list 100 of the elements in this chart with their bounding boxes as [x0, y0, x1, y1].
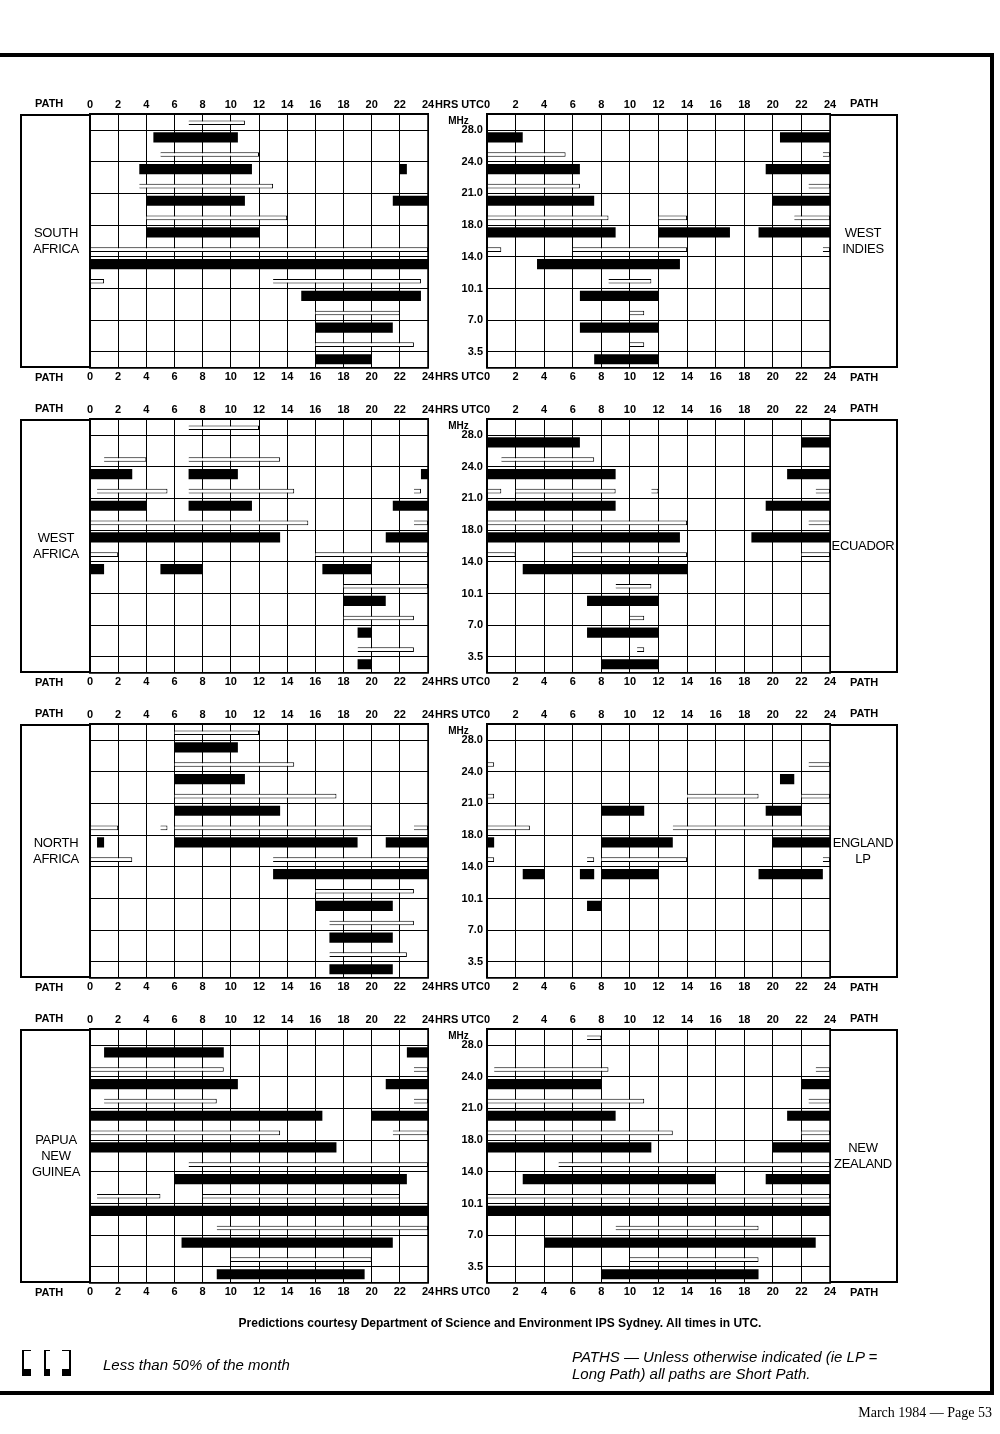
x-tick-label: 22: [393, 370, 406, 383]
text: ECUADOR: [830, 419, 898, 673]
x-tick-label: 16: [309, 370, 322, 383]
x2-tick-label: 24: [421, 1012, 435, 1025]
x-tick-label: 8: [199, 370, 206, 383]
x2-tick-label: 14: [281, 97, 295, 110]
x2-tick-label: 0: [483, 97, 491, 110]
x2-tick-label: 24: [421, 707, 435, 720]
x2-tick-label: 4: [541, 1012, 549, 1025]
x2-tick-label: 22: [393, 1012, 406, 1025]
x-tick-label: 16: [309, 675, 322, 688]
x-tick-label: 24: [421, 370, 435, 383]
x-tick-label: 12: [252, 675, 266, 688]
x-tick-label: 16: [309, 1285, 322, 1298]
x-tick-label: 8: [199, 1285, 206, 1298]
x2-tick-label: 22: [393, 97, 406, 110]
x2-tick-label: 20: [365, 402, 378, 415]
x-tick-label: 12: [252, 980, 266, 993]
x-tick-label: 16: [709, 1285, 722, 1298]
x2-tick-label: 4: [143, 402, 151, 415]
x2-tick-label: 2: [512, 402, 519, 415]
x2-tick-label: 18: [337, 707, 350, 720]
y-tick-label: 10.1: [461, 586, 483, 599]
y-tick-label: 14.0: [461, 859, 483, 872]
x-tick-label: 8: [598, 675, 605, 688]
x-tick-label: 24: [421, 675, 435, 688]
text: PATH: [35, 1285, 64, 1298]
x-tick-label: 24: [823, 370, 837, 383]
x2-tick-label: 6: [569, 402, 576, 415]
text: PATH: [850, 97, 879, 109]
x-tick-label: 20: [766, 1285, 779, 1298]
x-tick-label: 8: [199, 675, 206, 688]
x-tick-label: 22: [795, 1285, 808, 1298]
x2-tick-label: 12: [252, 402, 266, 415]
x-tick-label: 14: [680, 675, 695, 688]
x2-tick-label: 14: [281, 402, 295, 415]
x-tick-label: 0: [86, 1285, 94, 1298]
x2-tick-label: 12: [252, 1012, 266, 1025]
x2-tick-label: 24: [823, 1012, 837, 1025]
x-tick-label: 16: [709, 675, 722, 688]
x2-tick-label: 16: [709, 97, 722, 110]
x2-tick-label: 20: [365, 707, 378, 720]
x-tick-label: 12: [652, 675, 665, 688]
x-tick-label: 24: [823, 675, 837, 688]
x2-tick-label: 18: [738, 707, 751, 720]
x-tick-label: 12: [252, 370, 266, 383]
text: PATH: [850, 675, 879, 688]
x-axis-title: HRS UTC: [435, 675, 484, 688]
x-tick-label: 22: [393, 980, 406, 993]
x2-tick-label: 16: [309, 97, 322, 110]
x-tick-label: 22: [393, 675, 406, 688]
x2-tick-label: 2: [115, 1012, 122, 1025]
x-tick-label: 12: [652, 1285, 665, 1298]
y-tick-label: 28.0: [461, 1038, 483, 1051]
y-tick-label: 21.0: [461, 796, 483, 809]
x-tick-label: 8: [598, 1285, 605, 1298]
y-tick-label: 10.1: [461, 891, 483, 904]
x2-tick-label: 16: [309, 1012, 322, 1025]
x2-tick-label: 4: [143, 97, 151, 110]
x2-tick-label: 12: [652, 97, 665, 110]
x2-tick-label: 20: [365, 1012, 378, 1025]
x2-tick-label: 10: [623, 97, 637, 110]
x-tick-label: 18: [337, 675, 350, 688]
y-tick-label: 24.0: [461, 459, 483, 472]
x2-tick-label: 8: [199, 402, 206, 415]
x2-tick-label: 0: [483, 707, 491, 720]
x2-tick-label: 10: [623, 402, 637, 415]
x-tick-label: 4: [143, 370, 151, 383]
x2-tick-label: 8: [598, 707, 605, 720]
x2-tick-label: 16: [309, 402, 322, 415]
x2-tick-label: 10: [623, 707, 637, 720]
text: PATH: [35, 980, 64, 993]
x-tick-label: 8: [199, 980, 206, 993]
x-tick-label: 14: [680, 370, 695, 383]
x-tick-label: 24: [823, 1285, 837, 1298]
x-tick-label: 20: [766, 980, 779, 993]
x-tick-label: 18: [337, 370, 350, 383]
x2-tick-label: 24: [421, 97, 435, 110]
x2-tick-label: 12: [652, 707, 665, 720]
x2-tick-label: 24: [823, 707, 837, 720]
y-tick-label: 7.0: [467, 923, 483, 936]
x2-tick-label: 14: [281, 1012, 295, 1025]
x-tick-label: 14: [680, 980, 695, 993]
x2-tick-label: 22: [795, 1012, 808, 1025]
x-tick-label: 2: [115, 675, 122, 688]
y-tick-label: 28.0: [461, 123, 483, 136]
x-tick-label: 2: [115, 1285, 122, 1298]
x2-tick-label: 14: [680, 707, 695, 720]
x2-tick-label: 10: [224, 707, 237, 720]
text: ENGLAND LP: [830, 724, 898, 978]
x2-tick-label: 2: [512, 97, 519, 110]
x2-tick-label: 6: [569, 707, 576, 720]
y-tick-label: 3.5: [467, 649, 483, 662]
x-axis-title: HRS UTC: [435, 980, 484, 993]
x2-tick-label: 14: [680, 97, 695, 110]
x2-tick-label: 0: [86, 402, 94, 415]
text: PATH: [35, 1012, 64, 1024]
x-tick-label: 22: [795, 370, 808, 383]
x-tick-label: 4: [541, 370, 549, 383]
x2-tick-label: 6: [569, 97, 576, 110]
